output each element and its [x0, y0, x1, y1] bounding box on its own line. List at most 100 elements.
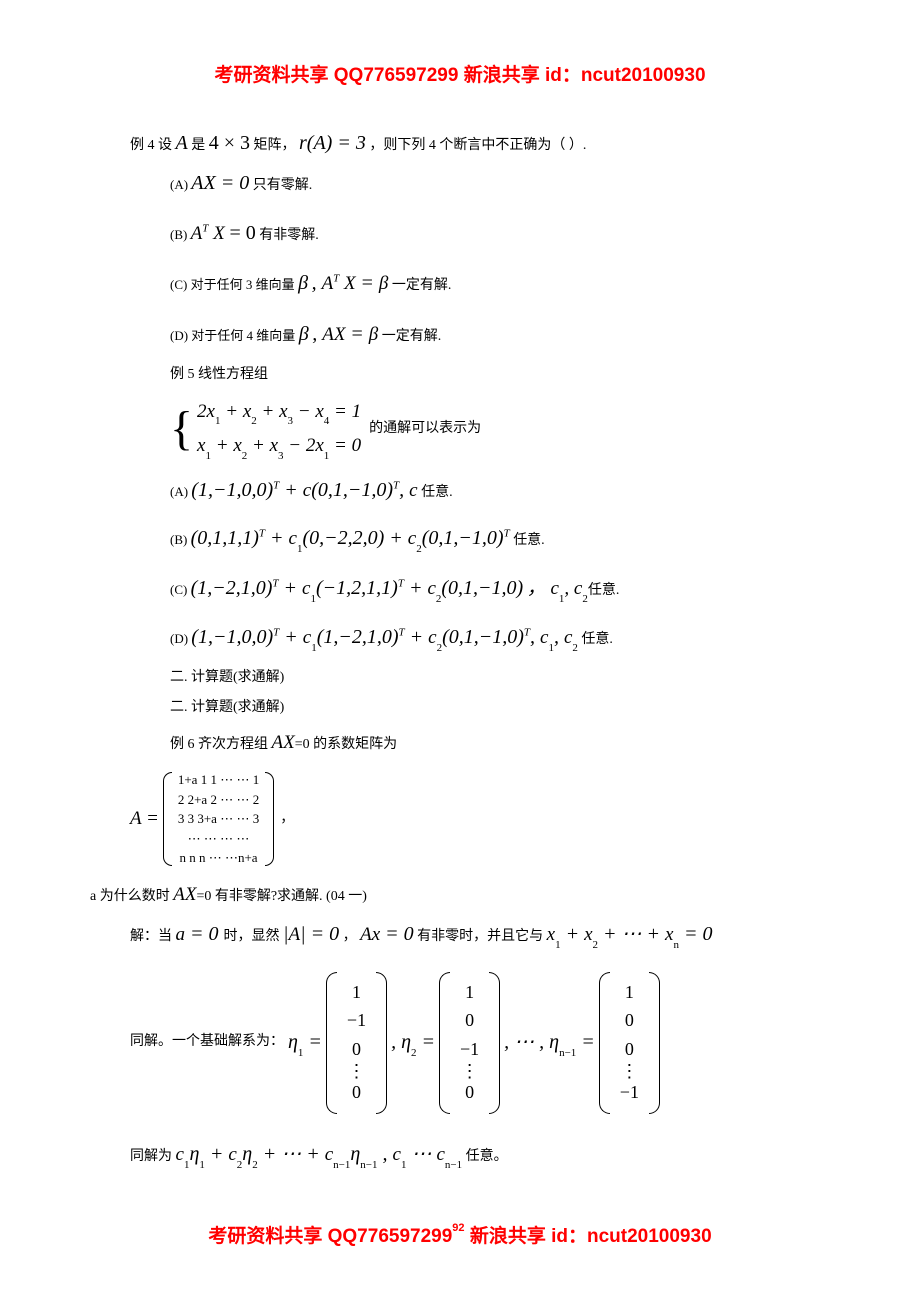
- opt-math: AX = 0: [191, 172, 249, 194]
- opt-text: 任意.: [421, 485, 453, 500]
- ex5-opt-a: (A) (1,−1,0,0)T + c(0,1,−1,0)T, c 任意.: [170, 474, 790, 506]
- opt-label: (B): [170, 532, 191, 547]
- ex6-title: 例 6 齐次方程组 AX=0 的系数矩阵为: [170, 728, 790, 758]
- paren-left-icon: [599, 972, 610, 1114]
- opt-text: 任意.: [581, 632, 613, 647]
- eta2: , η2 =: [391, 1026, 435, 1060]
- v: 0: [460, 1006, 479, 1035]
- section2-h1: 二. 计算题(求通解): [170, 667, 790, 689]
- opt-math: (1,−2,1,0)T + c1(−1,2,1,1)T + c2(0,1,−1,…: [191, 577, 524, 599]
- paren-right-icon: [376, 972, 387, 1114]
- ex4-opt-a: (A) AX = 0 只有零解.: [170, 167, 790, 199]
- v: −1: [347, 1006, 366, 1035]
- vdots-icon: ⋮: [347, 1064, 366, 1078]
- matrix-row: 2 2+a 2 ⋯ ⋯ 2: [178, 790, 259, 810]
- eq2: x1 + x2 + x3 − 2x1 = 0: [197, 429, 361, 464]
- v: −1: [620, 1078, 639, 1107]
- page-number: 92: [452, 1222, 464, 1234]
- paren-right-icon: [489, 972, 500, 1114]
- paren-left-icon: [326, 972, 337, 1114]
- text: 是: [191, 138, 205, 153]
- document-page: 考研资料共享 QQ776597299 新浪共享 id：ncut20100930 …: [0, 0, 920, 1288]
- eta1: η1 =: [288, 1026, 322, 1060]
- ex5-opt-d: (D) (1,−1,0,0)T + c1(1,−2,1,0)T + c2(0,1…: [170, 621, 790, 655]
- opt-text: 一定有解.: [382, 329, 442, 344]
- text: 的通解可以表示为: [369, 418, 481, 440]
- opt-math: (1,−1,0,0)T + c(0,1,−1,0)T, c: [191, 479, 417, 501]
- v: −1: [460, 1035, 479, 1064]
- ex6-basis-row: 同解。一个基础解系为： η1 = 1 −1 0 ⋮ 0 , η2 = 1 0 −…: [130, 972, 790, 1114]
- ex5-opt-b: (B) (0,1,1,1)T + c1(0,−2,2,0) + c2(0,1,−…: [170, 522, 790, 556]
- ex6-sol-line1: 解：当 a = 0 时，显然 |A| = 0 ， Ax = 0 有非零时，并且它…: [130, 918, 790, 952]
- footer-text-b: 新浪共享 id：ncut20100930: [470, 1226, 712, 1247]
- v: 0: [347, 1035, 366, 1064]
- t: 任意.: [588, 583, 620, 598]
- opt-text: 一定有解.: [392, 278, 452, 293]
- m: c1η1 + c2η2 + ⋯ + cn−1ηn−1 , c1 ⋯ cn−1: [176, 1143, 463, 1165]
- matrix-size: 4 × 3: [209, 132, 250, 154]
- vdots-icon: ⋮: [460, 1064, 479, 1078]
- text: 解：当: [130, 929, 172, 944]
- ex4-intro: 例 4 设 A 是 4 × 3 矩阵， r(A) = 3 ，则下列 4 个断言中…: [130, 127, 790, 159]
- A-eq: A =: [130, 804, 159, 834]
- opt-math: , AX = β: [312, 323, 378, 345]
- opt-math: (0,1,1,1)T + c1(0,−2,2,0) + c2(0,1,−1,0)…: [191, 527, 510, 549]
- opt-label: (C) 对于任何 3 维向量: [170, 277, 295, 292]
- footer-text-a: 考研资料共享 QQ776597299: [208, 1226, 452, 1247]
- vec-content: 1 −1 0 ⋮ 0: [337, 972, 376, 1114]
- vec-content: 1 0 0 ⋮ −1: [610, 972, 649, 1114]
- ex5-opt-c: (C) (1,−2,1,0)T + c1(−1,2,1,1)T + c2(0,1…: [170, 572, 790, 606]
- v: 0: [620, 1006, 639, 1035]
- comma: ，: [280, 808, 294, 830]
- brace-content: 2x1 + x2 + x3 − x4 = 1 x1 + x2 + x3 − 2x…: [197, 395, 361, 464]
- beta: β: [299, 323, 309, 345]
- eta-dots: , ⋯ , ηn−1 =: [504, 1026, 595, 1060]
- ex4-opt-c: (C) 对于任何 3 维向量 β , AT X = β 一定有解.: [170, 267, 790, 299]
- m: x1 + x2 + ⋯ + xn = 0: [547, 923, 713, 945]
- equation-system: { 2x1 + x2 + x3 − x4 = 1 x1 + x2 + x3 − …: [170, 395, 361, 464]
- text: ，: [343, 929, 357, 944]
- vdots-icon: ⋮: [620, 1064, 639, 1078]
- rank-expr: r(A) = 3: [299, 132, 366, 154]
- ex4-opt-b: (B) AT X = 0 有非零解.: [170, 217, 790, 249]
- ex4-opt-d: (D) 对于任何 4 维向量 β , AX = β 一定有解.: [170, 318, 790, 350]
- matrix-row: ⋯ ⋯ ⋯ ⋯: [178, 829, 259, 849]
- v: 0: [620, 1035, 639, 1064]
- m: |A| = 0: [283, 923, 339, 945]
- opt-math: , AT X = β: [312, 272, 389, 294]
- text: 同解。一个基础解系为：: [130, 1031, 284, 1053]
- page-footer: 考研资料共享 QQ77659729992 新浪共享 id：ncut2010093…: [130, 1221, 790, 1248]
- ex5-system: { 2x1 + x2 + x3 − x4 = 1 x1 + x2 + x3 − …: [170, 395, 790, 464]
- opt-text: 只有零解.: [253, 178, 313, 193]
- beta: β: [298, 272, 308, 294]
- paren-right-icon: [649, 972, 660, 1114]
- sym-A: A: [176, 132, 188, 154]
- ex5-title: 例 5 线性方程组: [170, 364, 790, 386]
- eq1: 2x1 + x2 + x3 − x4 = 1: [197, 395, 361, 430]
- opt-label: (D): [170, 631, 191, 646]
- paren-left-icon: [163, 772, 172, 866]
- text: 同解为: [130, 1149, 172, 1164]
- v: 0: [460, 1078, 479, 1107]
- opt-label: (A): [170, 177, 191, 192]
- matrix-A: 1+a 1 1 ⋯ ⋯ 1 2 2+a 2 ⋯ ⋯ 2 3 3 3+a ⋯ ⋯ …: [163, 766, 274, 872]
- v: 1: [347, 978, 366, 1007]
- opt-text: 任意.: [513, 533, 545, 548]
- text: 有非零时，并且它与: [417, 929, 543, 944]
- v: 0: [347, 1078, 366, 1107]
- opt-text: ， c1, c2: [527, 578, 588, 599]
- vector-n: 1 0 0 ⋮ −1: [599, 972, 660, 1114]
- text: ，则下列 4 个断言中不正确为（ ）.: [369, 138, 586, 153]
- text: 任意。: [466, 1149, 508, 1164]
- text: 时，显然: [224, 929, 280, 944]
- brace-icon: {: [170, 405, 193, 453]
- matrix-content: 1+a 1 1 ⋯ ⋯ 1 2 2+a 2 ⋯ ⋯ 2 3 3 3+a ⋯ ⋯ …: [172, 766, 265, 872]
- opt-label: (B): [170, 227, 191, 242]
- vec-content: 1 0 −1 ⋮ 0: [450, 972, 489, 1114]
- vector-1: 1 −1 0 ⋮ 0: [326, 972, 387, 1114]
- paren-left-icon: [439, 972, 450, 1114]
- ex6-question: a 为什么数时 AX=0 有非零解?求通解. (04 一): [90, 880, 790, 910]
- matrix-row: 1+a 1 1 ⋯ ⋯ 1: [178, 770, 259, 790]
- opt-text: 有非零解.: [259, 228, 319, 243]
- m: Ax = 0: [360, 923, 414, 945]
